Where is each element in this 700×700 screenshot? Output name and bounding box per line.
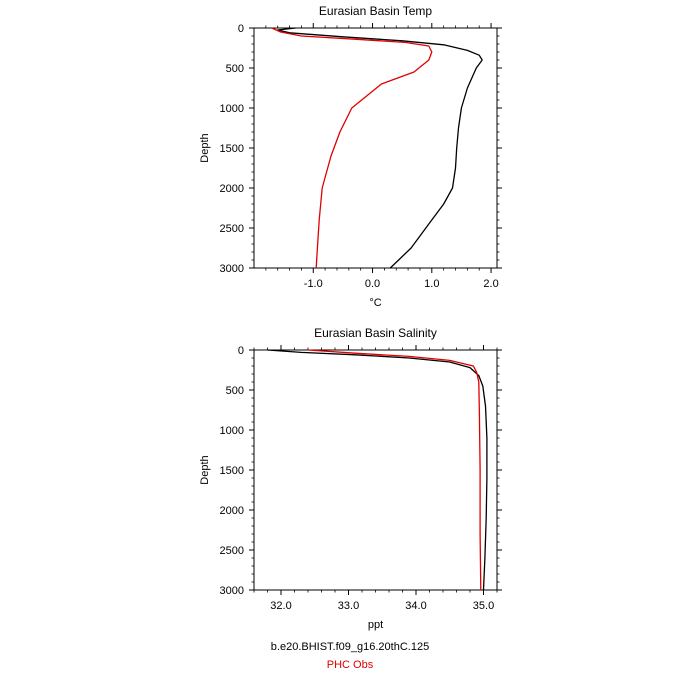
y-tick-label: 2000 xyxy=(220,183,244,195)
salinity-chart: Eurasian Basin Salinity 0 500 1000 1500 2000 2… xyxy=(199,326,502,631)
y-tick-label: 1000 xyxy=(220,103,244,115)
x-tick-label: 0.0 xyxy=(365,278,380,290)
y-tick-label: 0 xyxy=(238,23,244,35)
y-tick-label: 3000 xyxy=(220,263,244,275)
y-tick-label: 500 xyxy=(226,385,244,397)
model-series-line xyxy=(277,27,483,269)
y-axis-label: Depth xyxy=(199,455,211,484)
y-tick-label: 2000 xyxy=(220,505,244,517)
y-tick-label: 1500 xyxy=(220,465,244,477)
y-tick-label: 3000 xyxy=(220,585,244,597)
y-tick-label: 2500 xyxy=(220,223,244,235)
y-tick-label: 0 xyxy=(238,345,244,357)
x-tick-label: -1.0 xyxy=(304,278,323,290)
legend-model-label: b.e20.BHIST.f09_g16.20thC.125 xyxy=(270,641,430,653)
obs-series-line xyxy=(307,349,482,591)
x-tick-label: 2.0 xyxy=(483,278,498,290)
temperature-chart: Eurasian Basin Temp 0 500 1000 1500 2000 2500 3… xyxy=(199,4,502,309)
x-tick-label: 35.0 xyxy=(473,600,494,612)
y-tick-label: 1000 xyxy=(220,425,244,437)
legend-obs-label: PHC Obs xyxy=(326,659,374,671)
x-tick-label: 33.0 xyxy=(338,600,359,612)
chart-title: Eurasian Basin Salinity xyxy=(314,326,437,340)
model-series-line xyxy=(267,349,488,591)
plot-frame xyxy=(253,27,498,269)
x-tick-label: 1.0 xyxy=(424,278,439,290)
chart-title: Eurasian Basin Temp xyxy=(319,4,433,18)
y-tick-label: 500 xyxy=(226,63,244,75)
plot-frame xyxy=(253,349,498,591)
x-tick-label: 32.0 xyxy=(270,600,291,612)
obs-series-line xyxy=(271,27,433,269)
x-tick-label: 34.0 xyxy=(405,600,426,612)
y-tick-label: 1500 xyxy=(220,143,244,155)
y-tick-label: 2500 xyxy=(220,545,244,557)
x-axis-label: ppt xyxy=(368,619,383,631)
y-axis-label: Depth xyxy=(199,133,211,162)
x-axis-label: °C xyxy=(369,297,381,309)
